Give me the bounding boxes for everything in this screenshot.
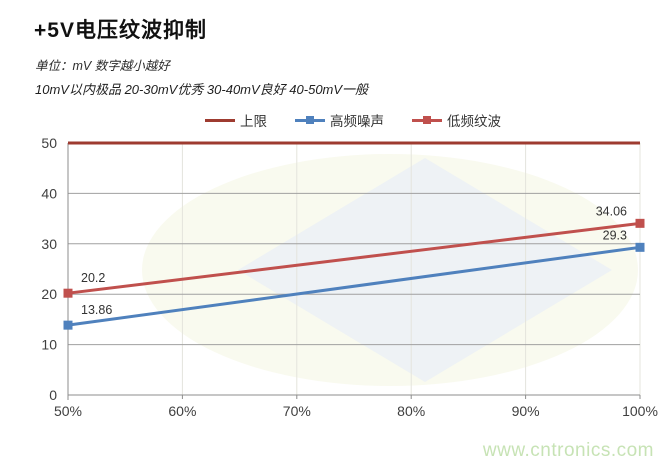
svg-text:70%: 70% (283, 403, 311, 419)
background-logo-diamond (238, 158, 612, 382)
legend-label-low-freq-ripple: 低频纹波 (447, 114, 501, 129)
legend-item-high-freq-noise: 高频噪声 (295, 110, 384, 130)
svg-text:90%: 90% (512, 403, 540, 419)
legend-item-upper-limit: 上限 (205, 110, 267, 130)
background-logo (142, 154, 638, 386)
chart-unit-note: 单位：mV 数字越小越好 (35, 59, 170, 73)
chart-grading-note: 10mV以内极品 20-30mV优秀 30-40mV良好 40-50mV一般 (35, 82, 369, 97)
site-watermark: www.cntronics.com (482, 440, 654, 461)
svg-text:20.2: 20.2 (81, 271, 105, 285)
svg-text:10: 10 (41, 337, 57, 353)
svg-text:80%: 80% (397, 403, 425, 419)
svg-text:29.3: 29.3 (603, 228, 627, 242)
svg-text:0: 0 (49, 387, 57, 403)
line-chart: 0 10 20 30 40 50 50% 60% 70% 80% 90% 100% 13.86 29.3 2… (41, 135, 657, 419)
legend-item-low-freq-ripple: 低频纹波 (412, 110, 501, 130)
legend-line-swatch-low-freq-ripple (412, 116, 442, 124)
svg-text:40: 40 (41, 185, 57, 201)
legend-square-marker-icon (306, 116, 314, 124)
chart-legend: 上限 高频噪声 低频纹波 (0, 110, 660, 130)
legend-line-swatch-high-freq-noise (295, 116, 325, 124)
legend-line-swatch-upper-limit (205, 118, 235, 122)
legend-square-marker-icon (423, 116, 431, 124)
svg-text:34.06: 34.06 (596, 204, 627, 218)
svg-text:100%: 100% (622, 403, 658, 419)
legend-label-upper-limit: 上限 (240, 114, 267, 129)
svg-text:20: 20 (41, 286, 57, 302)
svg-text:60%: 60% (168, 403, 196, 419)
chart-plot-area: 0 10 20 30 40 50 50% 60% 70% 80% 90% 100% 13.86 29.3 2… (41, 135, 657, 419)
page-title: +5V电压纹波抑制 (34, 19, 207, 42)
svg-text:50: 50 (41, 135, 57, 151)
svg-text:30: 30 (41, 236, 57, 252)
svg-text:50%: 50% (54, 403, 82, 419)
legend-label-high-freq-noise: 高频噪声 (330, 114, 384, 129)
svg-text:13.86: 13.86 (81, 303, 112, 317)
